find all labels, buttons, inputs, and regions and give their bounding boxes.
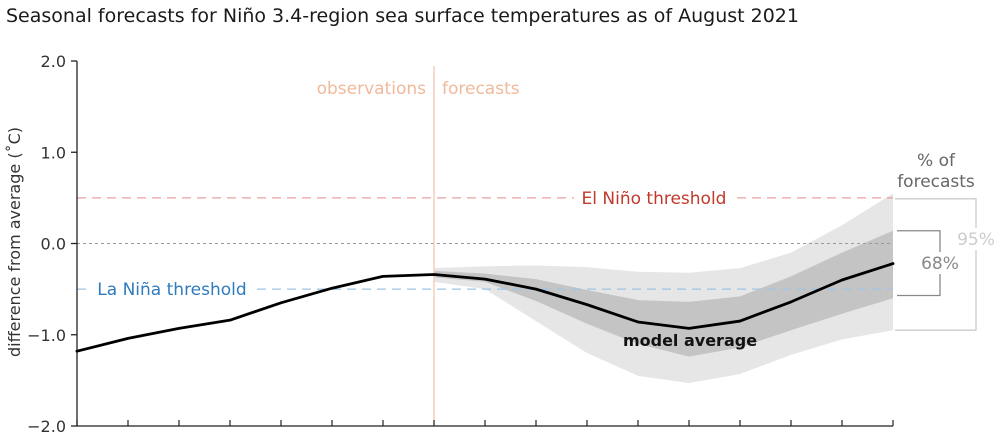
model-average-point (228, 318, 232, 322)
model-average-point (738, 319, 742, 323)
legend-heading-line: % of (917, 151, 956, 171)
band-68pct (434, 230, 893, 357)
model-average-point (585, 303, 589, 306)
y-tick-label: −2.0 (27, 417, 66, 436)
observations-label: observations (317, 79, 427, 99)
model-average-point (483, 277, 487, 281)
y-tick-label: 2.0 (41, 52, 66, 71)
forecast-bands (434, 193, 893, 384)
legend-95-label-bg (958, 228, 994, 250)
forecasts-label: forecasts (442, 79, 520, 99)
y-tick-label: 1.0 (41, 143, 66, 162)
legend-95-bracket (895, 198, 977, 331)
chart-title: Seasonal forecasts for Niño 3.4-region s… (6, 5, 799, 27)
axes: 2.0 1.0 0.0 −1.0 −2.0 (27, 52, 894, 436)
model-average-point (534, 287, 538, 291)
model-average-point (636, 320, 640, 324)
model-average-point (177, 327, 181, 330)
series-layer (75, 262, 895, 353)
el-nino-label-bg (574, 186, 734, 209)
model-average-point (381, 275, 385, 278)
legend-68-label: 68% (921, 254, 959, 274)
band-95pct (434, 193, 893, 384)
model-average-point (126, 337, 130, 340)
reference-lines (77, 66, 893, 426)
model-average-point (840, 278, 844, 282)
model-average-point (330, 287, 334, 290)
la-nina-threshold-label: La Niña threshold (97, 280, 246, 300)
model-average-point (789, 300, 793, 304)
y-axis-label: difference from average (˚C) (5, 127, 24, 357)
model-average-point (432, 273, 436, 276)
model-average-label: model average (623, 331, 757, 350)
la-nina-label-bg (91, 278, 253, 301)
annotation-labels: El Niño threshold La Niña threshold observ… (97, 79, 757, 350)
y-tick-label: 0.0 (41, 235, 66, 254)
model-average-point (279, 301, 283, 305)
model-average-point (75, 349, 79, 353)
legend-95-label: 95% (957, 230, 995, 250)
legend-heading-line: forecasts (897, 172, 975, 192)
model-average-point (891, 262, 895, 265)
legend-68-label-bg (922, 252, 958, 274)
model-average-point (687, 327, 691, 330)
el-nino-threshold-label: El Niño threshold (582, 189, 727, 209)
y-tick-label: −1.0 (27, 326, 66, 345)
